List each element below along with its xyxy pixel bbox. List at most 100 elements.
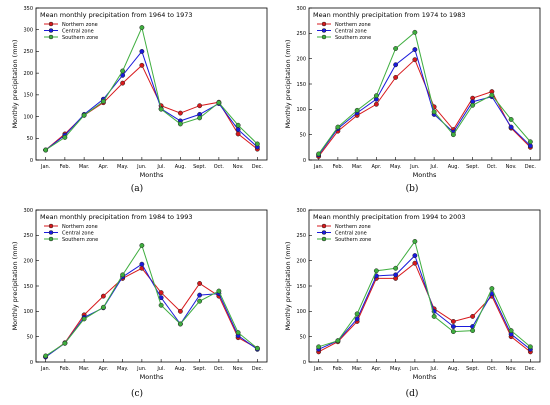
x-tick-label: Mar. <box>352 366 363 372</box>
chart-panel-1: 0 50 100 150 200 250 300 350 Jan. Feb. Mar. Apr. May… <box>11 6 268 194</box>
data-point <box>81 316 87 322</box>
legend-label: Central zone <box>335 28 367 34</box>
data-point <box>139 25 145 30</box>
series-line <box>45 50 258 151</box>
y-tick-label: 50 <box>300 132 306 138</box>
y-tick-label: 250 <box>23 233 33 239</box>
data-point <box>62 134 68 140</box>
data-point <box>450 324 456 329</box>
x-tick-label: May. <box>390 164 402 170</box>
x-tick-label: Feb. <box>333 164 344 170</box>
x-tick-label: Aug. <box>448 366 460 372</box>
series-southern-zone <box>43 243 260 359</box>
legend-marker <box>321 28 327 33</box>
data-point <box>316 151 322 157</box>
legend-marker <box>48 21 54 27</box>
data-point <box>43 353 49 359</box>
legend-marker <box>321 230 327 235</box>
series-line <box>318 240 531 348</box>
data-point <box>100 304 106 310</box>
legend-label: Central zone <box>62 28 94 34</box>
legend-label: Southern zone <box>62 237 98 243</box>
x-tick-label: Jun. <box>409 366 420 372</box>
x-tick-label: Nov. <box>506 164 517 170</box>
x-tick-label: Jan. <box>40 366 51 372</box>
data-point <box>470 328 476 334</box>
x-tick-label: Jan. <box>313 164 324 170</box>
series-central-zone <box>316 253 533 352</box>
x-tick-label: Jun. <box>136 164 147 170</box>
legend-marker <box>321 236 327 242</box>
y-tick-label: 200 <box>23 71 33 77</box>
data-point <box>527 139 533 145</box>
x-tick-label: Feb. <box>333 366 344 372</box>
x-tick-label: Oct. <box>487 164 498 170</box>
chart-panel-4: 0 50 100 150 200 250 300 Jan. Feb. Mar. Apr. May. Ju… <box>284 208 541 399</box>
x-tick-label: Sept. <box>193 164 206 170</box>
legend-label: Central zone <box>335 230 367 236</box>
data-point <box>197 115 203 121</box>
data-point <box>412 47 418 52</box>
x-tick-label: Dec. <box>252 164 264 170</box>
data-point <box>412 260 418 266</box>
data-point <box>139 261 145 267</box>
data-point <box>177 321 183 327</box>
y-tick-label: 300 <box>296 6 306 12</box>
data-point <box>412 253 418 259</box>
data-point <box>254 141 260 147</box>
series-line <box>45 263 258 358</box>
data-point <box>354 316 360 322</box>
data-point <box>100 98 106 104</box>
y-tick-label: 150 <box>296 284 306 290</box>
y-tick-label: 250 <box>296 233 306 239</box>
y-tick-label: 0 <box>30 158 33 164</box>
y-tick-label: 100 <box>23 309 33 315</box>
y-tick-label: 150 <box>296 82 306 88</box>
data-point <box>335 124 341 130</box>
series-southern-zone <box>316 238 533 350</box>
legend-label: Southern zone <box>335 237 371 243</box>
y-tick-label: 350 <box>23 6 33 12</box>
y-tick-label: 200 <box>296 56 306 62</box>
legend-label: Southern zone <box>62 35 98 41</box>
data-point <box>527 344 533 350</box>
x-tick-label: May. <box>390 366 402 372</box>
x-tick-label: Apr. <box>98 366 108 372</box>
legend-marker <box>321 21 327 27</box>
legend-label: Northern zone <box>62 224 98 230</box>
x-tick-label: Aug. <box>175 164 187 170</box>
y-tick-label: 150 <box>23 93 33 99</box>
legend-marker <box>48 223 54 229</box>
x-axis-label: Months <box>140 373 164 381</box>
x-tick-label: Nov. <box>506 366 517 372</box>
figure-caption: (c) <box>131 388 143 399</box>
y-tick-label: 150 <box>23 284 33 290</box>
y-tick-label: 250 <box>296 31 306 37</box>
y-tick-label: 200 <box>296 258 306 264</box>
x-tick-label: Jul. <box>156 366 165 372</box>
x-tick-label: Nov. <box>233 366 244 372</box>
chart-panel-3: 0 50 100 150 200 250 300 Jan. Feb. Mar. Apr. May. Ju… <box>11 208 268 399</box>
data-point <box>120 68 126 74</box>
data-point <box>527 143 533 149</box>
data-point <box>120 80 126 86</box>
legend-marker <box>48 230 54 235</box>
x-tick-label: Mar. <box>352 164 363 170</box>
data-point <box>412 57 418 63</box>
y-tick-label: 200 <box>23 258 33 264</box>
y-tick-label: 0 <box>30 360 33 366</box>
figure-caption: (b) <box>406 183 419 194</box>
data-point <box>158 290 164 296</box>
data-point <box>177 110 183 116</box>
series-line <box>318 31 531 155</box>
data-point <box>508 328 514 334</box>
y-axis-label: Monthly precipitation (mm) <box>284 40 292 129</box>
x-tick-label: Jun. <box>409 164 420 170</box>
data-point <box>158 106 164 112</box>
data-point <box>393 46 399 51</box>
x-tick-label: Oct. <box>214 164 225 170</box>
series-line <box>318 254 531 350</box>
chart-title: Mean monthly precipitation from 1974 to … <box>313 11 466 19</box>
